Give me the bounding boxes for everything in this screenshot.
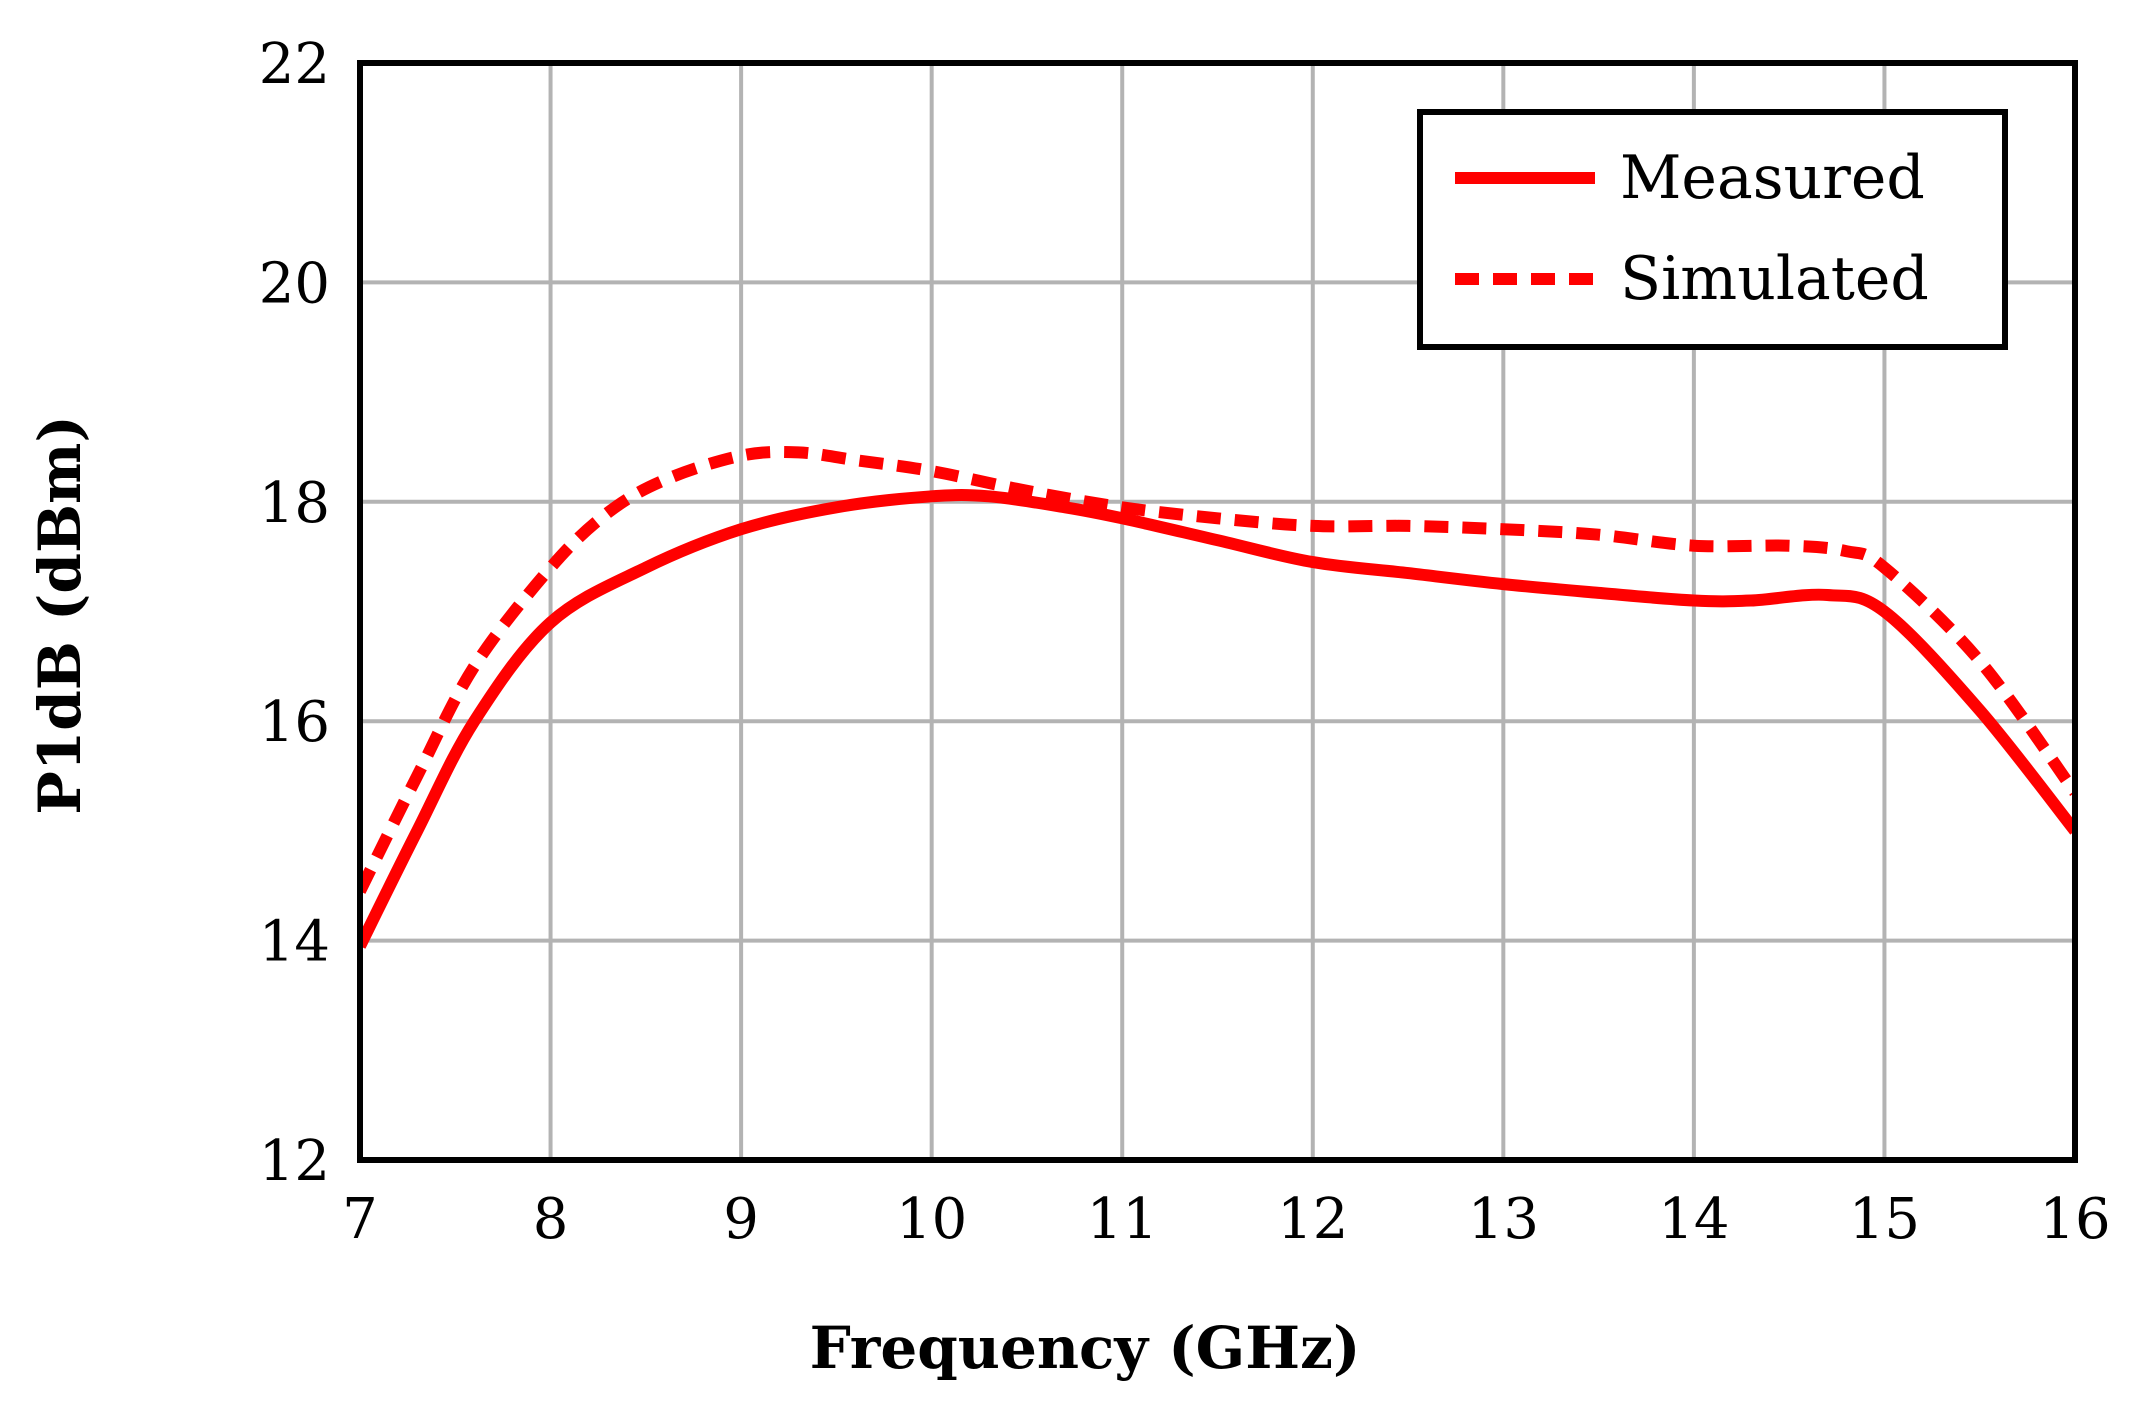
x-tick-label: 13 [1468,1187,1539,1252]
x-tick-label: 11 [1087,1187,1158,1252]
legend-label-measured: Measured [1620,143,1925,213]
series-line-simulated [360,445,2075,894]
x-axis-ticks: 7 8 9 10 11 12 13 14 15 16 [342,1187,2110,1252]
y-tick-label: 12 [259,1129,330,1194]
x-tick-label: 15 [1849,1187,1920,1252]
x-tick-label: 8 [533,1187,569,1252]
legend-label-simulated: Simulated [1620,244,1929,314]
y-tick-label: 14 [259,910,330,975]
x-tick-label: 9 [723,1187,759,1252]
y-tick-label: 18 [259,471,330,536]
legend-box [1417,109,2008,350]
y-tick-label: 20 [259,251,330,316]
x-tick-label: 16 [2039,1187,2110,1252]
series-line-measured [360,488,2075,949]
legend: Measured Simulated [1417,109,2008,350]
x-tick-label: 10 [896,1187,967,1252]
plot-area-frame [357,60,2078,1163]
y-tick-label: 22 [259,32,330,97]
y-axis-label: P1dB (dBm) [26,415,94,815]
y-axis-ticks: 12 14 16 18 20 22 [259,32,330,1194]
x-axis-label: Frequency (GHz) [810,1314,1361,1382]
x-tick-label: 7 [342,1187,378,1252]
x-tick-label: 12 [1277,1187,1348,1252]
series-layer [360,445,2075,949]
x-tick-label: 14 [1658,1187,1729,1252]
y-tick-label: 16 [259,690,330,755]
